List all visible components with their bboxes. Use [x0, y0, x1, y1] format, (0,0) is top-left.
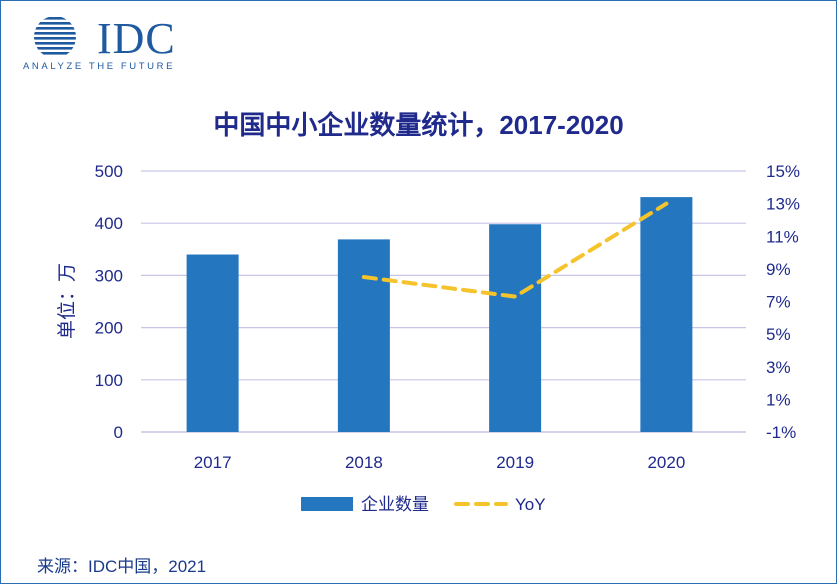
legend-label-bar: 企业数量 — [361, 495, 429, 515]
y2-tick-label: -1% — [766, 423, 796, 442]
y2-tick-label: 3% — [766, 358, 791, 377]
y2-tick-label: 7% — [766, 293, 791, 312]
bar-2018 — [337, 239, 390, 432]
bar-2020 — [640, 197, 693, 432]
brand-tagline: ANALYZE THE FUTURE — [23, 61, 176, 72]
y2-tick-label: 5% — [766, 325, 791, 344]
brand-name: IDC — [97, 14, 176, 63]
x-tick-label: 2018 — [345, 453, 383, 472]
y-tick-label: 0 — [114, 423, 123, 442]
idc-logo: IDC ANALYZE THE FUTURE — [21, 15, 201, 75]
y-axis-label: 单位：万 — [56, 263, 78, 339]
legend-swatch-bar — [301, 497, 353, 511]
x-tick-label: 2020 — [647, 453, 685, 472]
y-tick-label: 100 — [95, 371, 123, 390]
x-tick-label: 2019 — [496, 453, 534, 472]
y-tick-label: 300 — [95, 266, 123, 285]
bar-2017 — [186, 254, 239, 432]
x-tick-label: 2017 — [194, 453, 232, 472]
y2-tick-label: 13% — [766, 195, 800, 214]
y2-tick-label: 1% — [766, 390, 791, 409]
yoy-line — [361, 201, 669, 299]
chart-title: 中国中小企业数量统计，2017-2020 — [213, 110, 624, 140]
y2-tick-label: 9% — [766, 260, 791, 279]
y2-tick-label: 11% — [766, 227, 799, 246]
y-tick-label: 200 — [95, 319, 123, 338]
y-tick-label: 400 — [95, 214, 123, 233]
globe-logo-icon — [34, 17, 76, 55]
y-tick-label: 500 — [95, 162, 123, 181]
bar-2019 — [489, 224, 542, 432]
source-note: 来源：IDC中国，2021 — [37, 557, 207, 576]
y2-tick-label: 15% — [766, 162, 800, 181]
legend-label-line: YoY — [515, 495, 546, 514]
